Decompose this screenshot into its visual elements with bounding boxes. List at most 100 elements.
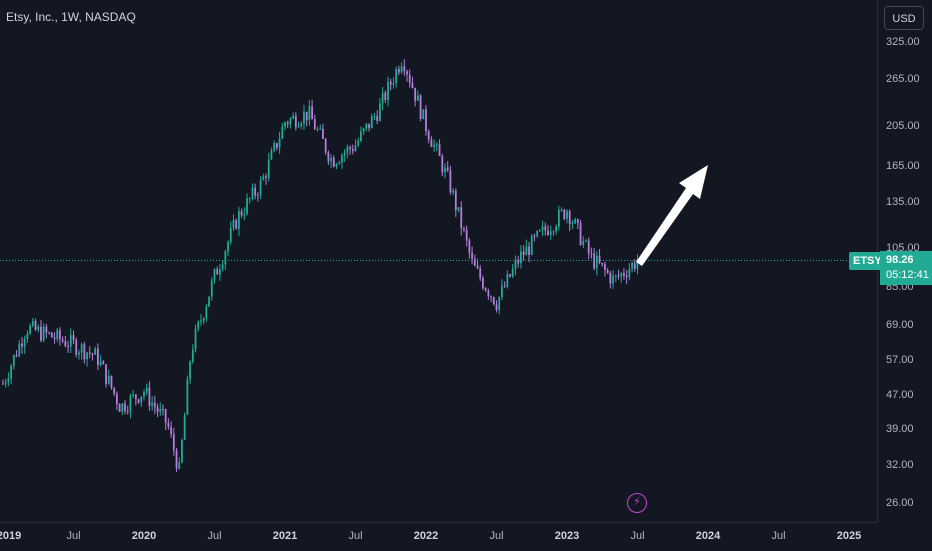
candle[interactable] xyxy=(319,124,322,131)
candle[interactable] xyxy=(620,271,623,283)
candle[interactable] xyxy=(495,300,498,313)
candle[interactable] xyxy=(514,255,517,276)
candle[interactable] xyxy=(86,351,88,367)
candle[interactable] xyxy=(533,233,536,242)
candle[interactable] xyxy=(64,335,67,348)
candle[interactable] xyxy=(587,237,590,260)
candle[interactable] xyxy=(194,324,197,353)
candle[interactable] xyxy=(134,393,137,406)
symbol-legend[interactable]: Etsy, Inc., 1W, NASDAQ xyxy=(6,10,136,24)
candle[interactable] xyxy=(397,65,400,76)
candle[interactable] xyxy=(83,341,86,364)
candle[interactable] xyxy=(579,219,582,246)
candle[interactable] xyxy=(61,336,64,344)
candle[interactable] xyxy=(628,263,631,281)
candle[interactable] xyxy=(465,225,468,247)
candle[interactable] xyxy=(59,327,61,346)
candle[interactable] xyxy=(23,335,26,354)
candlestick-chart[interactable] xyxy=(0,0,877,522)
candle[interactable] xyxy=(330,154,332,169)
candle[interactable] xyxy=(254,183,257,200)
candle[interactable] xyxy=(430,136,433,148)
candle[interactable] xyxy=(262,173,265,181)
candle[interactable] xyxy=(78,349,80,360)
candle[interactable] xyxy=(107,369,110,385)
candle[interactable] xyxy=(256,192,259,202)
candle[interactable] xyxy=(468,238,471,259)
candle[interactable] xyxy=(582,236,585,249)
candle[interactable] xyxy=(102,360,105,365)
candle[interactable] xyxy=(346,144,349,159)
candle[interactable] xyxy=(444,163,446,179)
candle[interactable] xyxy=(162,404,164,416)
candle[interactable] xyxy=(219,264,221,281)
candle[interactable] xyxy=(248,197,251,204)
candle[interactable] xyxy=(601,262,604,267)
candle[interactable] xyxy=(124,400,126,415)
candle[interactable] xyxy=(210,277,213,301)
candle[interactable] xyxy=(45,323,48,339)
candle[interactable] xyxy=(200,314,202,326)
candle[interactable] xyxy=(631,260,633,273)
candle[interactable] xyxy=(454,188,457,218)
candle[interactable] xyxy=(560,207,563,212)
candle[interactable] xyxy=(552,229,555,237)
candle[interactable] xyxy=(566,209,568,224)
candle[interactable] xyxy=(292,112,295,120)
candle[interactable] xyxy=(126,405,129,415)
candle[interactable] xyxy=(400,62,403,75)
candle[interactable] xyxy=(392,77,395,89)
candle[interactable] xyxy=(389,78,392,91)
candle[interactable] xyxy=(259,176,262,200)
chart-area[interactable] xyxy=(0,0,877,522)
candle[interactable] xyxy=(232,214,235,231)
candle[interactable] xyxy=(544,222,547,236)
candle[interactable] xyxy=(368,123,370,132)
candle[interactable] xyxy=(69,328,72,354)
candle[interactable] xyxy=(547,225,549,237)
candle[interactable] xyxy=(498,296,501,315)
candle[interactable] xyxy=(376,110,379,125)
candle[interactable] xyxy=(612,270,614,290)
candle[interactable] xyxy=(408,69,411,88)
candle[interactable] xyxy=(164,408,167,431)
candle[interactable] xyxy=(235,218,238,230)
candle[interactable] xyxy=(403,59,406,76)
candle[interactable] xyxy=(384,90,387,103)
candle[interactable] xyxy=(590,247,593,259)
candle[interactable] xyxy=(91,352,94,361)
candle[interactable] xyxy=(563,208,566,221)
candle[interactable] xyxy=(549,225,552,240)
candle[interactable] xyxy=(21,336,23,354)
candle[interactable] xyxy=(132,389,135,398)
candle[interactable] xyxy=(7,372,10,387)
candle[interactable] xyxy=(506,270,509,289)
candle[interactable] xyxy=(414,87,417,107)
candle[interactable] xyxy=(26,330,29,343)
candle[interactable] xyxy=(341,153,343,169)
candle[interactable] xyxy=(153,395,156,414)
candle[interactable] xyxy=(265,173,267,185)
candle[interactable] xyxy=(148,381,151,411)
candle[interactable] xyxy=(308,100,311,126)
candle[interactable] xyxy=(520,245,522,269)
candle[interactable] xyxy=(324,138,327,155)
candle[interactable] xyxy=(406,69,408,82)
candle[interactable] xyxy=(557,205,560,231)
candle[interactable] xyxy=(67,340,69,354)
candle[interactable] xyxy=(278,131,281,154)
candle[interactable] xyxy=(121,402,124,415)
candle[interactable] xyxy=(137,398,140,404)
candle[interactable] xyxy=(94,346,97,355)
candle[interactable] xyxy=(604,261,606,277)
candle[interactable] xyxy=(267,153,270,182)
candle[interactable] xyxy=(213,268,216,284)
candle[interactable] xyxy=(633,259,636,272)
candle[interactable] xyxy=(275,142,278,151)
candle[interactable] xyxy=(186,375,189,416)
candle[interactable] xyxy=(435,142,438,152)
candle[interactable] xyxy=(80,342,83,360)
candle[interactable] xyxy=(438,139,441,157)
candle[interactable] xyxy=(75,337,78,358)
candle[interactable] xyxy=(97,343,99,371)
